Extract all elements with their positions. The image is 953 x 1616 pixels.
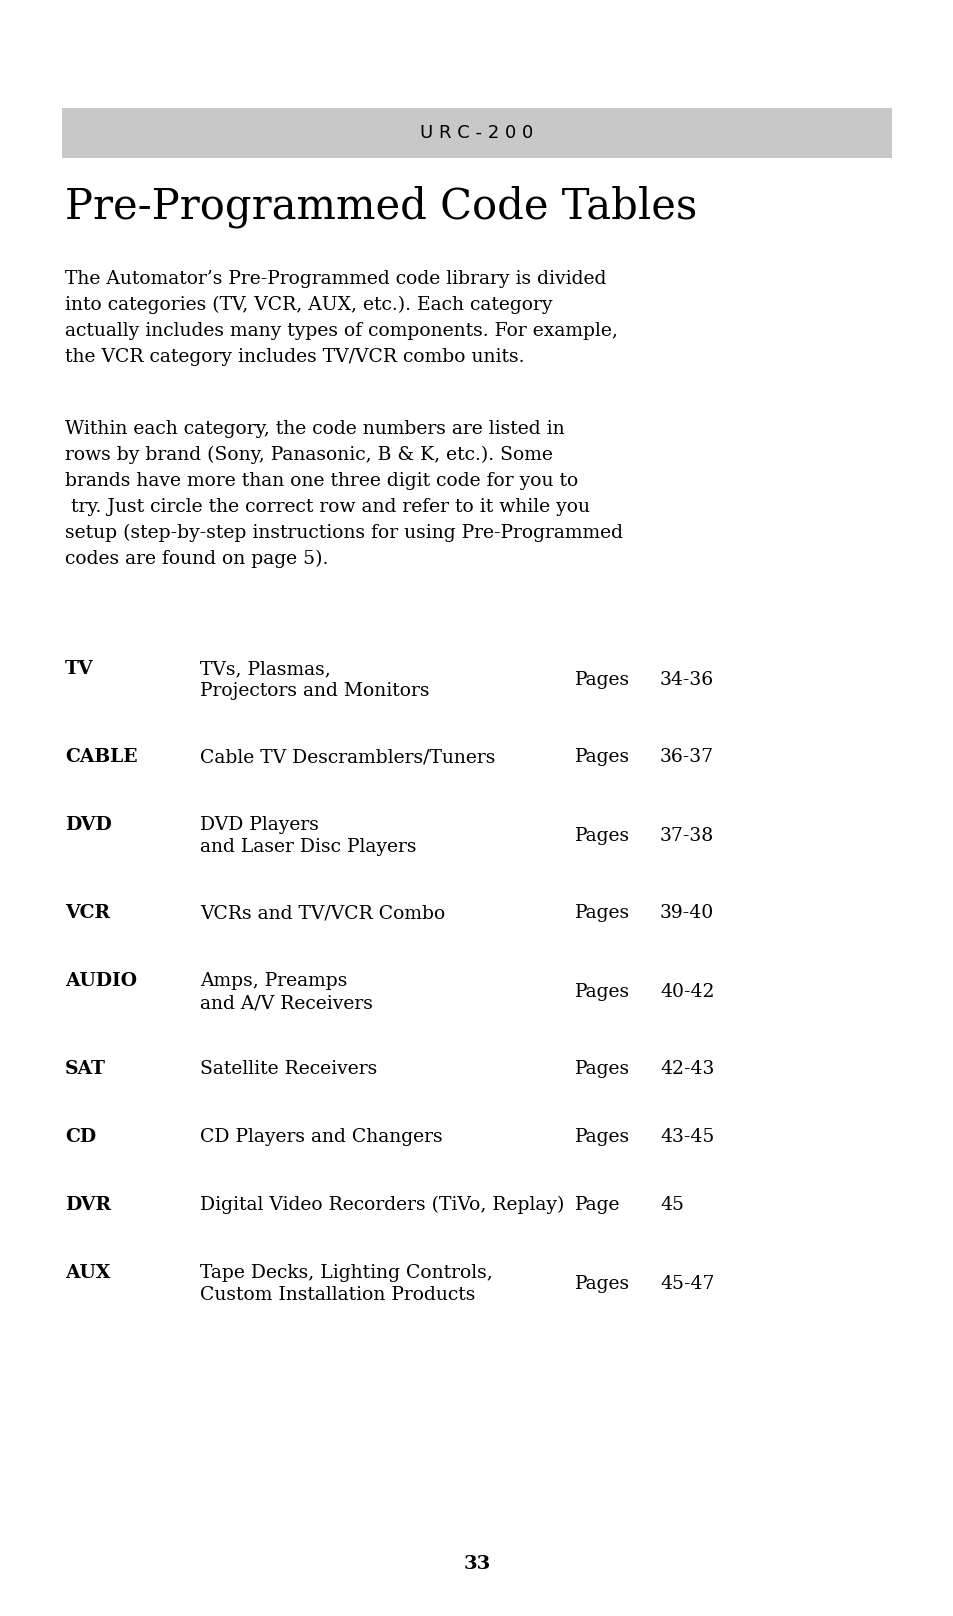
Text: setup (step-by-step instructions for using Pre-Programmed: setup (step-by-step instructions for usi… (65, 524, 622, 543)
Text: DVR: DVR (65, 1196, 111, 1214)
Text: Projectors and Monitors: Projectors and Monitors (200, 682, 429, 700)
Text: CABLE: CABLE (65, 748, 137, 766)
Text: brands have more than one three digit code for you to: brands have more than one three digit co… (65, 472, 578, 490)
Text: Satellite Receivers: Satellite Receivers (200, 1060, 376, 1078)
Text: Pages: Pages (575, 671, 630, 688)
Text: 45-47: 45-47 (659, 1275, 714, 1293)
Text: Pages: Pages (575, 903, 630, 923)
Text: The Automator’s Pre-Programmed code library is divided: The Automator’s Pre-Programmed code libr… (65, 270, 606, 288)
Bar (62, 108, 891, 158)
Text: Amps, Preamps: Amps, Preamps (200, 971, 347, 991)
Text: VCRs and TV/VCR Combo: VCRs and TV/VCR Combo (200, 903, 445, 923)
Text: codes are found on page 5).: codes are found on page 5). (65, 549, 328, 569)
Text: try. Just circle the correct row and refer to it while you: try. Just circle the correct row and ref… (65, 498, 589, 516)
Text: Pages: Pages (575, 827, 630, 845)
Text: TV: TV (65, 659, 93, 679)
Text: Cable TV Descramblers/Tuners: Cable TV Descramblers/Tuners (200, 748, 495, 766)
Text: the VCR category includes TV/VCR combo units.: the VCR category includes TV/VCR combo u… (65, 347, 524, 365)
Text: CD Players and Changers: CD Players and Changers (200, 1128, 442, 1146)
Text: 43-45: 43-45 (659, 1128, 714, 1146)
Text: Digital Video Recorders (TiVo, Replay): Digital Video Recorders (TiVo, Replay) (200, 1196, 564, 1214)
Text: 36-37: 36-37 (659, 748, 714, 766)
Text: SAT: SAT (65, 1060, 106, 1078)
Text: actually includes many types of components. For example,: actually includes many types of componen… (65, 322, 618, 339)
Text: into categories (TV, VCR, AUX, etc.). Each category: into categories (TV, VCR, AUX, etc.). Ea… (65, 296, 552, 314)
Text: 39-40: 39-40 (659, 903, 714, 923)
Text: Within each category, the code numbers are listed in: Within each category, the code numbers a… (65, 420, 564, 438)
Text: Pages: Pages (575, 983, 630, 1000)
Text: rows by brand (Sony, Panasonic, B & K, etc.). Some: rows by brand (Sony, Panasonic, B & K, e… (65, 446, 553, 464)
Text: Pre-Programmed Code Tables: Pre-Programmed Code Tables (65, 184, 697, 228)
Text: and Laser Disc Players: and Laser Disc Players (200, 839, 416, 856)
Text: Tape Decks, Lighting Controls,: Tape Decks, Lighting Controls, (200, 1264, 493, 1281)
Text: DVD Players: DVD Players (200, 816, 318, 834)
Text: 34-36: 34-36 (659, 671, 714, 688)
Text: DVD: DVD (65, 816, 112, 834)
Text: Custom Installation Products: Custom Installation Products (200, 1286, 475, 1304)
Text: AUDIO: AUDIO (65, 971, 137, 991)
Text: TVs, Plasmas,: TVs, Plasmas, (200, 659, 331, 679)
Text: 45: 45 (659, 1196, 683, 1214)
Text: Pages: Pages (575, 1128, 630, 1146)
Text: U R C - 2 0 0: U R C - 2 0 0 (420, 124, 533, 142)
Text: CD: CD (65, 1128, 96, 1146)
Text: Pages: Pages (575, 1060, 630, 1078)
Text: 33: 33 (463, 1555, 490, 1572)
Text: Pages: Pages (575, 748, 630, 766)
Text: AUX: AUX (65, 1264, 111, 1281)
Text: Pages: Pages (575, 1275, 630, 1293)
Text: VCR: VCR (65, 903, 110, 923)
Text: Page: Page (575, 1196, 619, 1214)
Text: 40-42: 40-42 (659, 983, 714, 1000)
Text: 37-38: 37-38 (659, 827, 714, 845)
Text: 42-43: 42-43 (659, 1060, 714, 1078)
Text: and A/V Receivers: and A/V Receivers (200, 994, 373, 1012)
